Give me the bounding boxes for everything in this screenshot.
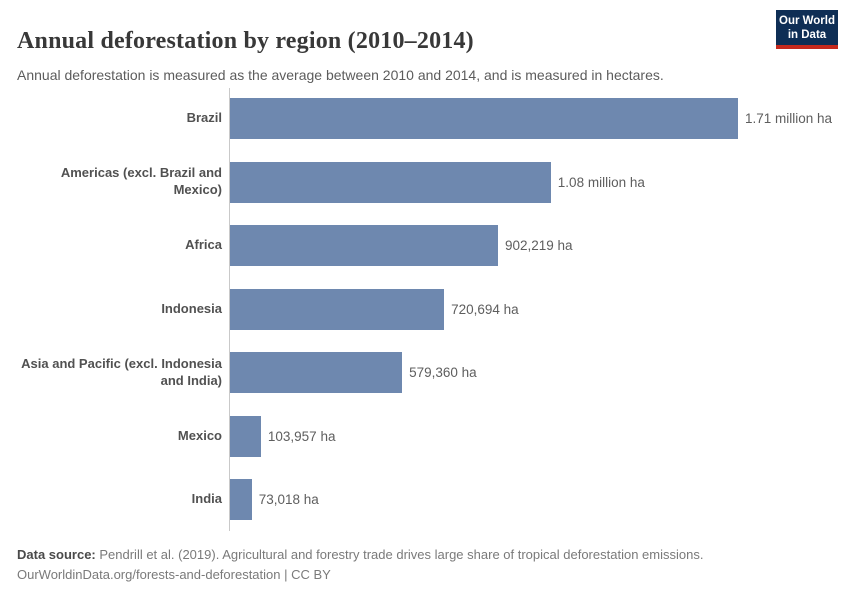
bar-track: 1.08 million ha — [230, 151, 836, 215]
chart-subtitle: Annual deforestation is measured as the … — [17, 67, 664, 83]
bar-track: 103,957 ha — [230, 405, 836, 469]
bar-row: India 73,018 ha — [16, 468, 836, 532]
value-label: 1.71 million ha — [745, 111, 833, 127]
category-label: Asia and Pacific (excl. Indonesia and In… — [21, 355, 222, 388]
category-label: Americas (excl. Brazil and Mexico) — [60, 165, 222, 198]
y-axis-line — [229, 88, 230, 531]
data-source-label: Data source: — [17, 547, 96, 562]
bar[interactable] — [230, 415, 261, 457]
category-label: India — [191, 491, 222, 507]
bar[interactable] — [230, 161, 551, 203]
bar[interactable] — [230, 479, 252, 521]
value-label: 902,219 ha — [505, 238, 573, 254]
bar-row: Brazil 1.71 million ha — [16, 87, 836, 151]
bar[interactable] — [230, 98, 738, 140]
category-label: Indonesia — [161, 300, 222, 316]
bar[interactable] — [230, 288, 445, 330]
bar-track: 1.71 million ha — [230, 87, 836, 151]
value-label: 1.08 million ha — [557, 174, 645, 190]
bar-track: 579,360 ha — [230, 341, 836, 405]
category-label: Mexico — [177, 427, 222, 443]
chart-footer: Data source: Pendrill et al. (2019). Agr… — [17, 545, 817, 585]
chart-area: Brazil 1.71 million ha Americas (excl. Bra… — [16, 87, 836, 532]
bar[interactable] — [230, 225, 498, 267]
bar-track: 902,219 ha — [230, 214, 836, 278]
bar-row: Indonesia 720,694 ha — [16, 278, 836, 342]
value-label: 579,360 ha — [409, 365, 477, 381]
bar-track: 720,694 ha — [230, 278, 836, 342]
owid-logo[interactable]: Our World in Data — [776, 10, 838, 50]
bar[interactable] — [230, 352, 403, 394]
bar-row: Americas (excl. Brazil and Mexico) 1.08 m… — [16, 151, 836, 215]
bar-rows: Brazil 1.71 million ha Americas (excl. Bra… — [16, 87, 836, 532]
footer-link-line[interactable]: OurWorldinData.org/forests-and-deforesta… — [17, 567, 331, 582]
owid-logo-line1: Our World — [779, 15, 836, 27]
data-source-text: Pendrill et al. (2019). Agricultural and… — [95, 547, 704, 562]
category-label: Brazil — [186, 110, 222, 126]
category-label: Africa — [185, 237, 222, 253]
bar-row: Mexico 103,957 ha — [16, 405, 836, 469]
value-label: 720,694 ha — [451, 301, 519, 317]
page-title: Annual deforestation by region (2010–201… — [17, 28, 474, 55]
data-source-line: Data source: Pendrill et al. (2019). Agr… — [17, 545, 817, 565]
value-label: 73,018 ha — [258, 492, 319, 508]
owid-logo-line2: in Data — [787, 29, 827, 42]
value-label: 103,957 ha — [267, 428, 336, 444]
bar-row: Asia and Pacific (excl. Indonesia and In… — [16, 341, 836, 405]
bar-row: Africa 902,219 ha — [16, 214, 836, 278]
bar-track: 73,018 ha — [230, 468, 836, 532]
